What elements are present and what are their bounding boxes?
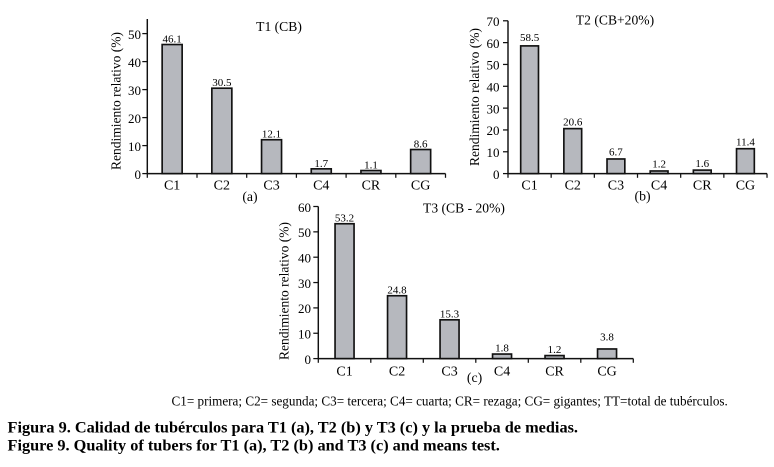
svg-text:0: 0 <box>135 167 142 182</box>
svg-text:1.1: 1.1 <box>364 160 378 172</box>
svg-text:T3 (CB - 20%): T3 (CB - 20%) <box>423 200 505 216</box>
svg-text:10: 10 <box>128 139 141 154</box>
svg-text:C2: C2 <box>214 179 230 194</box>
svg-text:0: 0 <box>493 167 500 182</box>
svg-text:Rendimiento relativo (%): Rendimiento relativo (%) <box>277 222 292 360</box>
svg-text:30.5: 30.5 <box>212 77 232 89</box>
svg-text:60: 60 <box>487 36 500 51</box>
svg-text:CG: CG <box>736 179 755 194</box>
svg-text:50: 50 <box>487 58 500 73</box>
svg-text:70: 70 <box>487 14 500 29</box>
svg-text:11.4: 11.4 <box>736 136 755 148</box>
svg-text:Figura 9. Calidad de tubérculo: Figura 9. Calidad de tubérculos para T1 … <box>8 417 579 436</box>
svg-text:40: 40 <box>128 55 141 70</box>
svg-text:(a): (a) <box>242 189 257 205</box>
svg-text:T2 (CB+20%): T2 (CB+20%) <box>576 12 654 28</box>
svg-text:C2: C2 <box>389 365 405 380</box>
svg-text:10: 10 <box>298 327 311 342</box>
svg-text:CR: CR <box>362 179 381 194</box>
svg-text:1.2: 1.2 <box>548 344 562 356</box>
svg-text:53.2: 53.2 <box>335 212 354 224</box>
svg-text:C4: C4 <box>651 179 667 194</box>
svg-text:1.2: 1.2 <box>652 159 666 171</box>
svg-text:C2: C2 <box>565 179 581 194</box>
svg-text:0: 0 <box>305 352 312 367</box>
svg-text:CG: CG <box>411 179 430 194</box>
svg-text:(c): (c) <box>467 370 482 386</box>
svg-text:Rendimiento relativo (%): Rendimiento relativo (%) <box>109 32 124 170</box>
svg-text:(b): (b) <box>635 189 651 205</box>
svg-text:30: 30 <box>487 101 500 116</box>
svg-text:1.8: 1.8 <box>495 343 509 355</box>
svg-text:Rendimiento relativo (%): Rendimiento relativo (%) <box>467 28 482 166</box>
svg-text:C4: C4 <box>494 365 510 380</box>
svg-text:20: 20 <box>128 111 141 126</box>
svg-text:1.6: 1.6 <box>695 158 709 170</box>
svg-text:10: 10 <box>487 145 500 160</box>
svg-text:40: 40 <box>298 250 311 265</box>
svg-text:15.3: 15.3 <box>440 308 460 320</box>
svg-text:8.6: 8.6 <box>414 139 428 151</box>
svg-text:30: 30 <box>128 83 141 98</box>
svg-text:CR: CR <box>545 365 564 380</box>
svg-text:C1: C1 <box>336 365 352 380</box>
svg-text:C1: C1 <box>521 179 537 194</box>
svg-text:CR: CR <box>693 179 712 194</box>
svg-text:6.7: 6.7 <box>609 147 623 159</box>
svg-text:40: 40 <box>487 80 500 95</box>
svg-text:C4: C4 <box>313 179 329 194</box>
svg-text:CG: CG <box>597 365 616 380</box>
svg-text:3.8: 3.8 <box>600 332 614 344</box>
svg-text:30: 30 <box>298 276 311 291</box>
svg-text:1.7: 1.7 <box>314 158 328 170</box>
svg-text:20: 20 <box>298 301 311 316</box>
svg-text:Figure 9. Quality of tubers fo: Figure 9. Quality of tubers for T1 (a), … <box>8 436 500 455</box>
svg-text:46.1: 46.1 <box>163 34 182 46</box>
svg-text:20: 20 <box>487 123 500 138</box>
svg-text:50: 50 <box>298 225 311 240</box>
svg-text:C3: C3 <box>608 179 624 194</box>
svg-text:C3: C3 <box>263 179 279 194</box>
svg-text:58.5: 58.5 <box>520 32 540 44</box>
svg-text:20.6: 20.6 <box>563 116 583 128</box>
svg-text:24.8: 24.8 <box>387 284 407 296</box>
svg-text:60: 60 <box>298 200 311 215</box>
svg-text:C1= primera; C2= segunda; C3=: C1= primera; C2= segunda; C3= tercera; C… <box>172 394 728 409</box>
svg-text:C3: C3 <box>441 365 457 380</box>
svg-text:12.1: 12.1 <box>262 129 281 141</box>
svg-text:T1 (CB): T1 (CB) <box>256 19 302 35</box>
svg-text:C1: C1 <box>164 179 180 194</box>
svg-text:50: 50 <box>128 27 141 42</box>
